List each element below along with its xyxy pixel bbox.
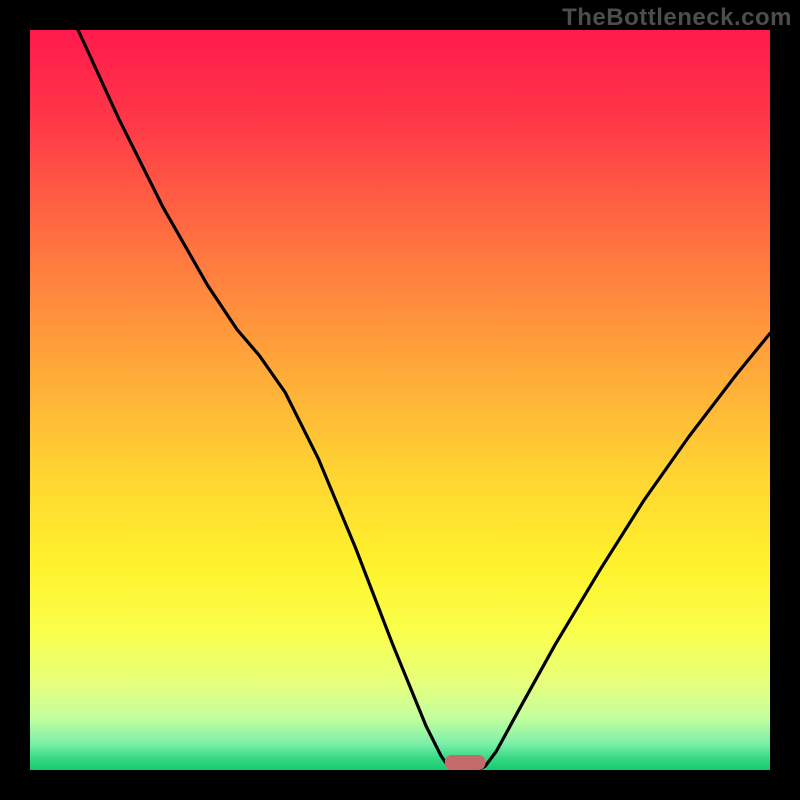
chart-stage: TheBottleneck.com xyxy=(0,0,800,800)
optimal-marker xyxy=(445,755,486,770)
bottleneck-chart xyxy=(0,0,800,800)
watermark-text: TheBottleneck.com xyxy=(562,4,792,32)
